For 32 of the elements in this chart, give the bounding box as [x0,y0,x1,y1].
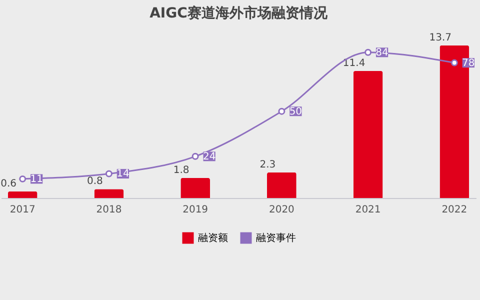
point [364,48,372,56]
data-label: 13.7 [429,32,452,44]
data-label: 0.8 [87,176,103,188]
data-label: 50 [289,106,302,118]
data-label: 11.4 [342,58,366,69]
point [105,170,112,178]
bar [353,70,383,198]
point [278,108,286,115]
x-tick-label: 2020 [268,204,294,216]
data-label: 1.8 [173,164,190,176]
bar [8,191,38,198]
bar [180,178,210,198]
bar [267,172,296,198]
x-tick-label: 2017 [10,204,36,216]
legend-label: 融资额 [198,232,228,244]
chart-title: AIGC赛道海外市场融资情况 [150,4,328,22]
data-label: 11 [30,174,43,185]
point [192,152,199,160]
data-label: 84 [376,47,388,58]
legend-label: 融资事件 [256,232,296,244]
data-label: 24 [202,151,216,162]
x-tick-label: 2019 [182,204,208,216]
data-label: 78 [462,58,475,69]
bar [94,189,124,198]
x-tick-label: 2018 [96,204,122,216]
x-tick-label: 2021 [355,204,381,216]
point [19,175,26,182]
point [450,59,458,66]
data-label: 14 [116,168,130,180]
x-tick-label: 2022 [442,204,468,216]
data-label: 2.3 [260,159,276,170]
data-label: 0.6 [0,178,17,190]
